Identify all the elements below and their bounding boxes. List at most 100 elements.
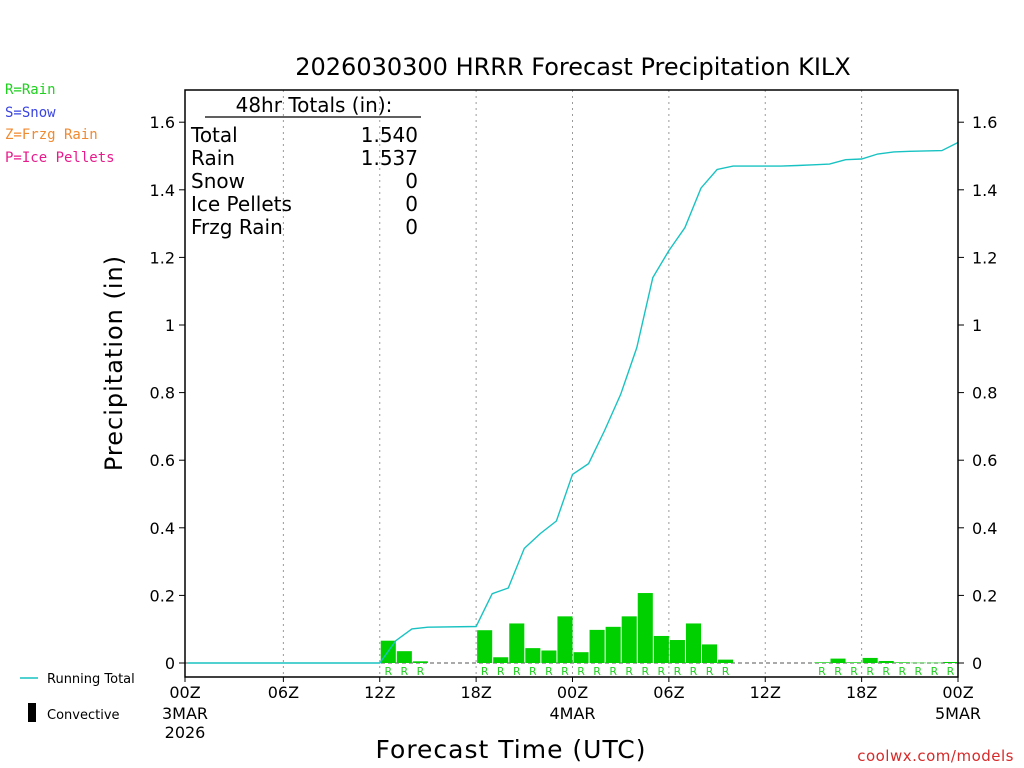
y-tick-label-right: 0.6 <box>972 451 997 470</box>
precip-type-code: R <box>384 665 392 678</box>
precip-type-code: R <box>690 665 698 678</box>
precip-bar <box>830 658 846 663</box>
x-date-label: 5MAR <box>935 704 981 723</box>
y-tick-label-left: 0.6 <box>150 451 175 470</box>
bars-layer <box>380 593 958 664</box>
chart-title: 2026030300 HRRR Forecast Precipitation K… <box>295 53 850 81</box>
precip-type-code: R <box>641 665 649 678</box>
totals-row-value: 0 <box>405 192 418 216</box>
precip-bar <box>621 616 637 663</box>
precip-type-code: R <box>529 665 537 678</box>
running-total-legend-label: Running Total <box>47 672 135 687</box>
y-tick-label-right: 0.2 <box>972 586 997 605</box>
precip-type-code: R <box>561 665 569 678</box>
totals-row-value: 1.540 <box>361 123 418 147</box>
precip-bar <box>814 662 830 663</box>
legend-rain: R=Rain <box>5 82 56 98</box>
precip-type-code: R <box>497 665 505 678</box>
totals-row-label: Frzg Rain <box>191 215 283 239</box>
precip-bar <box>894 662 910 663</box>
y-tick-label-left: 1.4 <box>150 181 175 200</box>
x-tick-label: 06Z <box>268 683 299 702</box>
x-tick-label: 12Z <box>750 683 781 702</box>
x-tick-label: 18Z <box>460 683 491 702</box>
series-legend: Running Total Convective <box>20 672 135 723</box>
y-tick-label-right: 0.4 <box>972 519 997 538</box>
precip-bar <box>685 623 701 663</box>
convective-legend-label: Convective <box>47 708 120 723</box>
precip-bar <box>525 648 541 663</box>
totals-row-value: 0 <box>405 169 418 193</box>
precip-type-code: R <box>577 665 585 678</box>
totals-box: 48hr Totals (in): Total 1.540 Rain 1.537 Sno… <box>190 93 421 239</box>
x-date-label: 4MAR <box>549 704 595 723</box>
precip-type-code: R <box>915 665 923 678</box>
plot-frame <box>184 89 959 678</box>
legend-ice-pellets: P=Ice Pellets <box>5 150 115 166</box>
precip-type-code: R <box>866 665 874 678</box>
precip-type-code: R <box>545 665 553 678</box>
x-tick-label: 18Z <box>846 683 877 702</box>
y-tick-label-right: 0.8 <box>972 384 997 403</box>
legend-snow: S=Snow <box>5 105 56 121</box>
running-total-layer <box>187 141 959 664</box>
y-tick-label-right: 0 <box>972 654 982 673</box>
convective-legend-swatch <box>28 703 36 722</box>
y-tick-label-right: 1.2 <box>972 248 997 267</box>
y-tick-label-left: 0.4 <box>150 519 175 538</box>
y-tick-label-right: 1.6 <box>972 113 997 132</box>
precip-type-code: R <box>625 665 633 678</box>
precip-type-code: R <box>513 665 521 678</box>
totals-row-label: Ice Pellets <box>191 192 292 216</box>
precip-bar <box>541 650 557 663</box>
precip-type-code: R <box>593 665 601 678</box>
x-tick-label: 00Z <box>169 683 200 702</box>
precip-type-code: R <box>481 665 489 678</box>
precip-bar <box>910 662 926 664</box>
precip-bar <box>637 593 653 663</box>
legend-frzg-rain: Z=Frzg Rain <box>5 127 98 143</box>
precip-type-code: R <box>898 665 906 678</box>
legend-ice-pellets-text: P=Ice Pellets <box>5 150 115 166</box>
precip-bar <box>846 662 862 663</box>
precip-bar <box>589 629 605 663</box>
precip-bar <box>396 651 412 663</box>
x-tick-label: 00Z <box>942 683 973 702</box>
precip-type-code: R <box>706 665 714 678</box>
precip-bar <box>573 652 589 663</box>
precip-bar <box>702 644 718 663</box>
y-tick-label-left: 0 <box>165 654 175 673</box>
x-axis-label: Forecast Time (UTC) <box>376 735 647 764</box>
legend-snow-text: S=Snow <box>5 105 56 121</box>
x-tick-label: 12Z <box>364 683 395 702</box>
precip-bar <box>557 616 573 663</box>
totals-row-value: 0 <box>405 215 418 239</box>
precip-type-code: R <box>850 665 858 678</box>
legend-frzg-rain-text: Z=Frzg Rain <box>5 127 98 143</box>
precip-type-code: R <box>722 665 730 678</box>
precip-bar <box>509 623 525 663</box>
precip-bar <box>942 661 958 663</box>
precip-bar <box>878 660 894 663</box>
y-tick-label-left: 1.6 <box>150 113 175 132</box>
x-tick-label: 00Z <box>557 683 588 702</box>
credit-text: coolwx.com/models <box>857 747 1014 765</box>
y-tick-label-left: 0.8 <box>150 384 175 403</box>
x-tick-label: 06Z <box>653 683 684 702</box>
precip-bar <box>669 640 685 663</box>
y-tick-label-left: 0.2 <box>150 586 175 605</box>
totals-row-label: Snow <box>191 169 245 193</box>
precip-bar <box>493 657 509 663</box>
axes-layer: 0 00.2 0.20.4 0.40.6 0.60.8 0.81 11.2 1.21.4 1.4… <box>150 113 998 742</box>
precip-type-code: R <box>818 665 826 678</box>
y-tick-label-left: 1 <box>165 316 175 335</box>
grid-layer <box>185 90 958 677</box>
precip-type-code: R <box>417 665 425 678</box>
precip-type-code: R <box>401 665 409 678</box>
precip-bar <box>862 657 878 663</box>
precip-bar <box>653 635 669 663</box>
precip-type-code: R <box>882 665 890 678</box>
y-tick-label-left: 1.2 <box>150 248 175 267</box>
